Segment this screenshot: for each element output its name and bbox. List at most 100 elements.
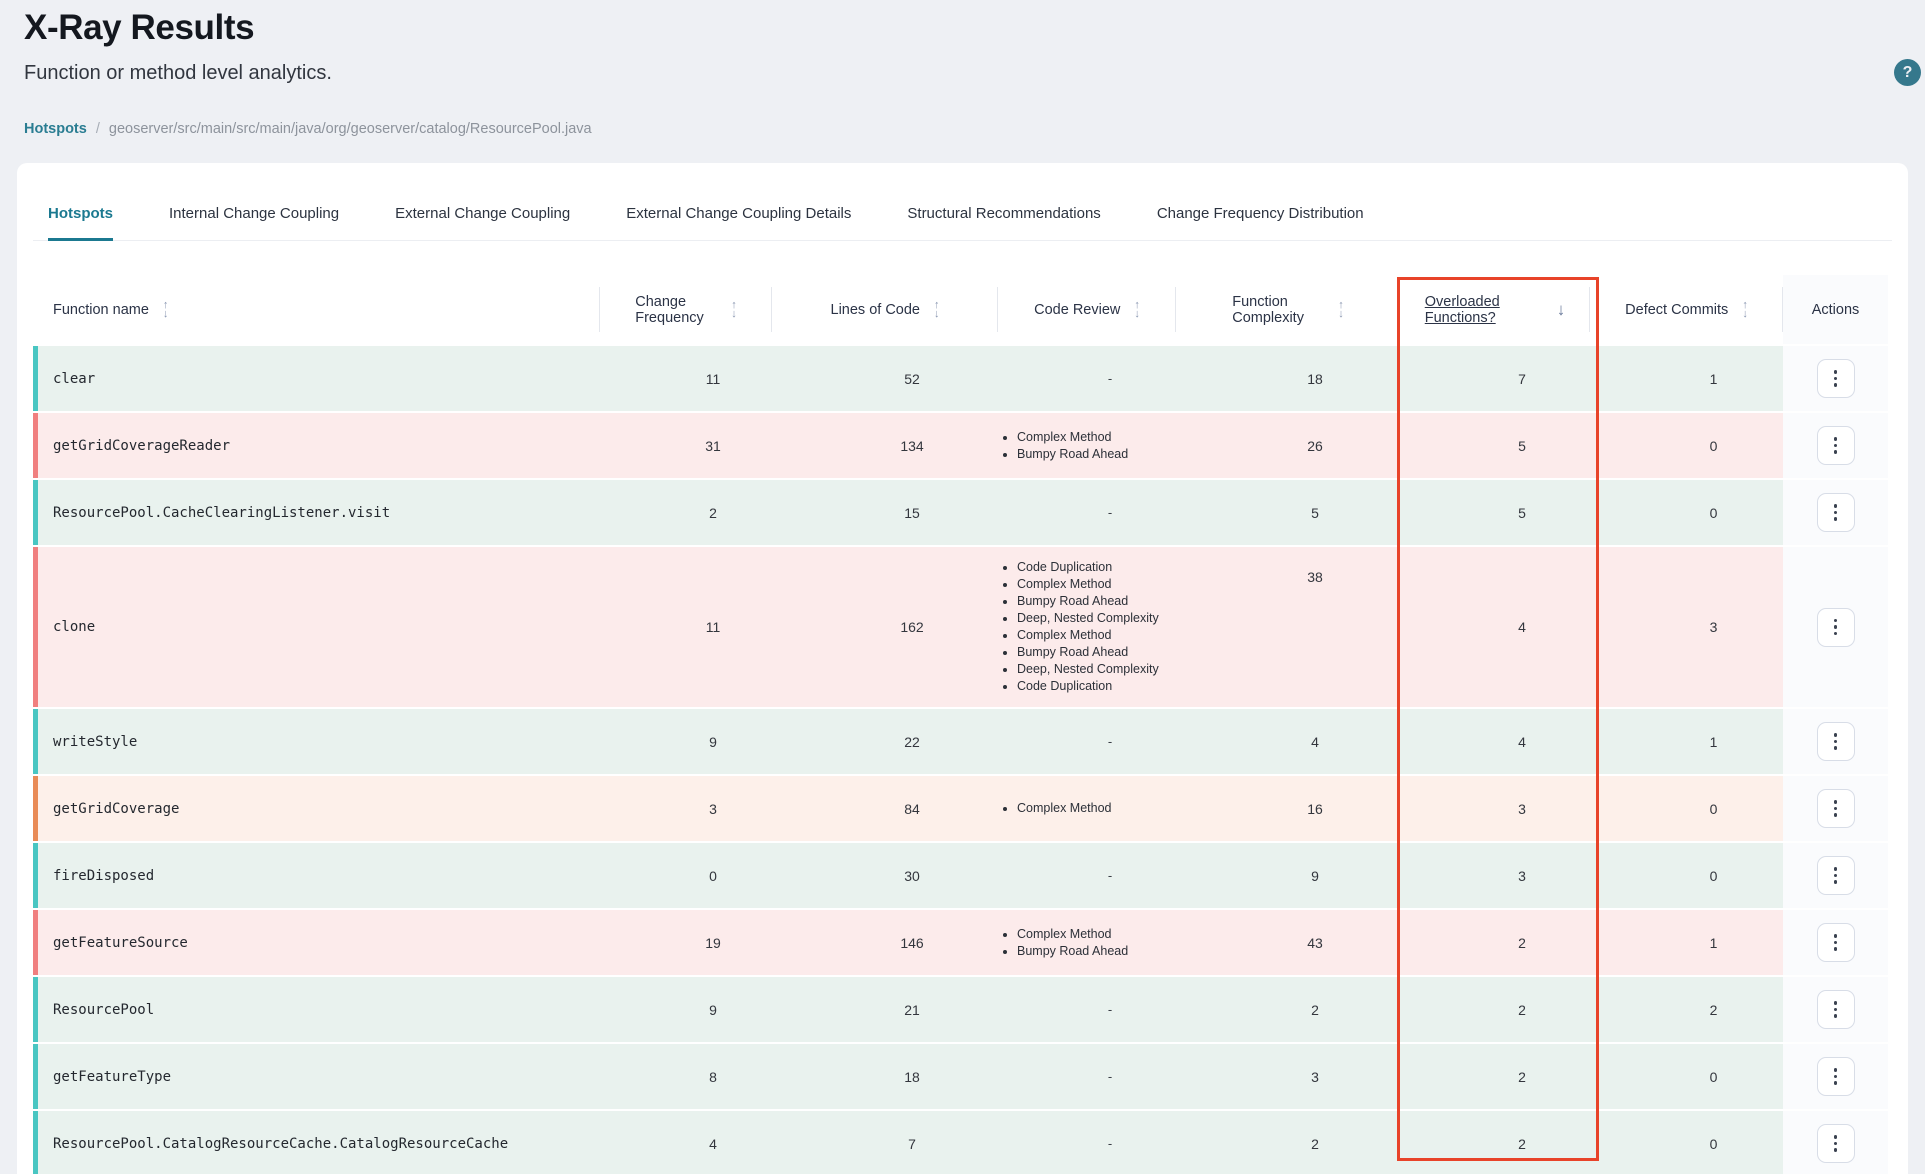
table-row-firedisposed: fireDisposed 0 30-9 3 0 [33,843,1892,908]
code-review-issue: Complex Method [1017,926,1128,943]
cell-function-name: getGridCoverageReader [38,413,600,478]
kebab-dot-icon [1833,376,1838,381]
column-header-overloaded-functions[interactable]: Overloaded Functions? ↓ [1400,275,1590,344]
cell-code-review: - [998,709,1176,774]
kebab-dot-icon [1833,1007,1838,1012]
cell-function-name: clone [38,547,600,707]
column-header-defect-commits[interactable]: Defect Commits ↑ ↓ [1590,275,1783,344]
row-actions-kebab-button[interactable] [1816,359,1855,398]
cell-defect-commits: 0 [1590,843,1783,908]
row-actions-kebab-button[interactable] [1816,923,1855,962]
sort-icon[interactable]: ↑ ↓ [1742,299,1748,320]
table-row-writestyle: writeStyle 9 22-4 4 1 [33,709,1892,774]
column-header-code-review[interactable]: Code Review ↑ ↓ [998,275,1176,344]
cell-change-frequency: 19 [600,910,772,975]
cell-actions [1783,776,1888,841]
cell-function-complexity: 4 [1176,709,1400,774]
table-row-resourcepool-catalogresourcecache-catalogresourcecache: ResourcePool.CatalogResourceCache.Catalo… [33,1111,1892,1174]
row-actions-kebab-button[interactable] [1816,789,1855,828]
kebab-dot-icon [1833,1001,1838,1005]
kebab-dot-icon [1833,934,1838,938]
xray-results-table: Function name ↑ ↓ Change Frequency ↑ ↓ Lines o… [33,275,1892,1174]
kebab-dot-icon [1833,510,1838,515]
cell-code-review: Complex MethodBumpy Road Ahead [998,413,1176,478]
cell-overloaded-functions: 5 [1400,480,1590,545]
sort-descending-icon[interactable]: ↓ [1556,299,1566,319]
column-label: Function name [53,301,149,318]
sort-icon[interactable]: ↑ ↓ [1338,299,1344,320]
cell-defect-commits: 2 [1590,977,1783,1042]
cell-change-frequency: 8 [600,1044,772,1109]
cell-function-complexity: 16 [1176,776,1400,841]
cell-function-complexity: 2 [1176,977,1400,1042]
row-actions-kebab-button[interactable] [1816,607,1855,647]
kebab-dot-icon [1833,625,1838,629]
kebab-dot-icon [1833,504,1838,508]
sort-icon[interactable]: ↑ ↓ [731,299,737,320]
cell-lines-of-code: 162 [772,547,998,707]
tab-change-frequency-distribution[interactable]: Change Frequency Distribution [1156,205,1364,222]
kebab-dot-icon [1833,1135,1838,1139]
tab-hotspots[interactable]: Hotspots [48,205,113,241]
cell-lines-of-code: 18 [772,1044,998,1109]
cell-overloaded-functions: 3 [1400,776,1590,841]
table-body: clear 11 52-18 7 1 getGridCoverageReader 31 134… [33,346,1892,1174]
kebab-dot-icon [1833,733,1838,737]
column-label: Actions [1811,301,1860,318]
page-title: X-Ray Results [24,8,255,47]
row-actions-kebab-button[interactable] [1816,856,1855,895]
kebab-dot-icon [1833,800,1838,804]
sort-icon[interactable]: ↑ ↓ [1134,299,1140,320]
row-actions-kebab-button[interactable] [1816,1124,1855,1163]
column-header-actions: Actions [1783,275,1888,344]
kebab-dot-icon [1833,1068,1838,1072]
column-header-lines-of-code[interactable]: Lines of Code ↑ ↓ [772,275,998,344]
code-review-issue: Code Duplication [1017,559,1159,576]
table-row-clear: clear 11 52-18 7 1 [33,346,1892,411]
kebab-dot-icon [1833,1074,1838,1079]
cell-function-complexity: 9 [1176,843,1400,908]
tab-structural-recommendations[interactable]: Structural Recommendations [907,205,1101,222]
sort-icon[interactable]: ↑ ↓ [162,299,169,320]
table-row-getfeaturetype: getFeatureType 8 18-3 2 0 [33,1044,1892,1109]
cell-overloaded-functions: 4 [1400,547,1590,707]
kebab-dot-icon [1833,746,1838,750]
tab-internal-change-coupling[interactable]: Internal Change Coupling [169,205,340,222]
row-actions-kebab-button[interactable] [1816,493,1855,532]
cell-function-name: getGridCoverage [38,776,600,841]
row-actions-kebab-button[interactable] [1816,722,1855,761]
kebab-dot-icon [1833,618,1838,623]
cell-code-review: - [998,480,1176,545]
cell-actions [1783,1044,1888,1109]
breadcrumb: Hotspots / geoserver/src/main/src/main/j… [24,121,1925,137]
help-button[interactable]: ? [1894,59,1921,86]
column-header-change-frequency[interactable]: Change Frequency ↑ ↓ [600,275,772,344]
code-review-issue-list: Complex MethodBumpy Road Ahead [1000,429,1128,463]
column-header-function-name[interactable]: Function name ↑ ↓ [38,275,600,344]
column-label: Overloaded Functions? [1424,293,1500,326]
table-row-clone: clone11162Code DuplicationComplex Method… [33,547,1892,707]
row-actions-kebab-button[interactable] [1816,1057,1855,1096]
row-actions-kebab-button[interactable] [1816,426,1855,465]
tab-external-change-coupling[interactable]: External Change Coupling [395,205,571,222]
tab-external-change-coupling-details[interactable]: External Change Coupling Details [626,205,852,222]
cell-code-review: - [998,1044,1176,1109]
row-actions-kebab-button[interactable] [1816,990,1855,1029]
kebab-dot-icon [1833,873,1838,878]
cell-change-frequency: 3 [600,776,772,841]
table-header-row: Function name ↑ ↓ Change Frequency ↑ ↓ Lines o… [33,275,1892,344]
cell-lines-of-code: 21 [772,977,998,1042]
kebab-dot-icon [1833,437,1838,441]
kebab-dot-icon [1833,813,1838,817]
breadcrumb-hotspots-link[interactable]: Hotspots [24,121,87,137]
cell-function-name: getFeatureSource [38,910,600,975]
table-row-getgridcoveragereader: getGridCoverageReader31134Complex Method… [33,413,1892,478]
cell-function-complexity: 43 [1176,910,1400,975]
kebab-dot-icon [1833,940,1838,945]
code-review-issue: Complex Method [1017,429,1128,446]
sort-icon[interactable]: ↑ ↓ [933,299,940,320]
column-header-function-complexity[interactable]: Function Complexity ↑ ↓ [1176,275,1400,344]
cell-lines-of-code: 15 [772,480,998,545]
cell-change-frequency: 2 [600,480,772,545]
